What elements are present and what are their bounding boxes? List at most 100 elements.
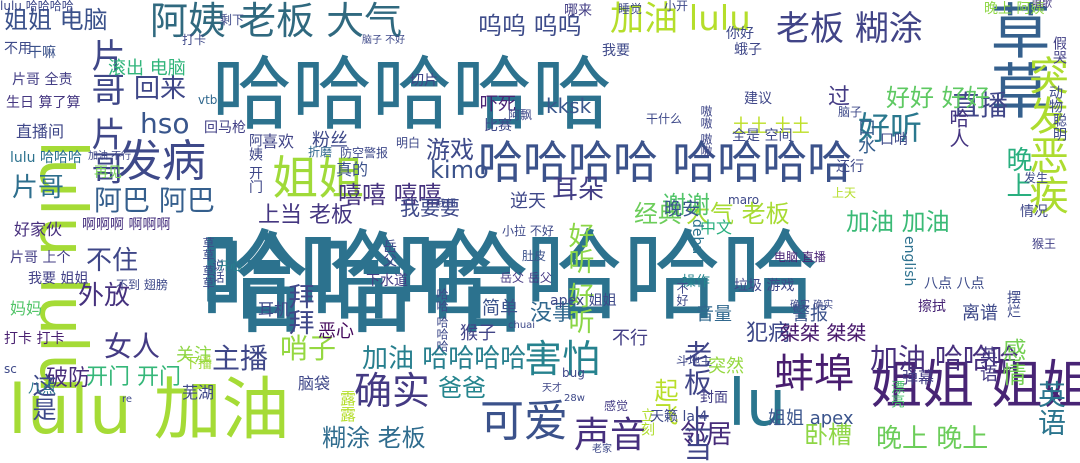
cloud-word: 呜呜 呜呜 (478, 12, 582, 40)
cloud-word: 还行 (836, 159, 864, 175)
cloud-word: 唱歌 (1032, 0, 1052, 10)
cloud-word: lulu 哈哈哈 (10, 150, 82, 166)
cloud-word: 加油 lulu (610, 0, 751, 39)
cloud-word: 离谱 (962, 303, 998, 324)
cloud-word: 天才 (542, 383, 562, 394)
cloud-word: 大气 老板 (686, 200, 790, 228)
cloud-word: re (122, 394, 133, 405)
cloud-word: 开门 开门 (86, 365, 181, 390)
cloud-word: 不好 (675, 282, 689, 306)
cloud-word: 过 (828, 85, 851, 110)
cloud-word: 不行 (612, 328, 648, 349)
cloud-word: 脑子 (838, 105, 863, 119)
cloud-word: 加油 哈哈哈 (870, 342, 1019, 375)
cloud-word: 电脑 直播 (774, 250, 826, 264)
cloud-word: 谢谢 (662, 191, 710, 219)
cloud-word: 晚上 阿姨 (984, 1, 1045, 17)
cloud-word: 岳父 岳父 (500, 271, 552, 285)
cloud-word: 爸爸 (438, 374, 486, 402)
cloud-word: 建议 (744, 91, 772, 107)
cloud-word: 啊啊啊 啊啊啊 (82, 217, 171, 233)
cloud-word: 晚上 (1002, 146, 1032, 198)
cloud-word: 加油 哈哈哈哈 (362, 344, 527, 374)
cloud-word: maro (728, 193, 760, 207)
cloud-word: 假哭 (1051, 36, 1067, 64)
cloud-word: 片哥 全责 (12, 72, 73, 88)
cloud-word: 不住 (86, 246, 139, 276)
cloud-word: 哈哈哈 哈哈哈 (200, 220, 820, 334)
cloud-word: 逆天 (510, 191, 546, 212)
cloud-word: 姐姐 apex (768, 408, 854, 429)
cloud-word: 你好 (726, 26, 754, 42)
cloud-word: 阿飘 (508, 108, 533, 122)
cloud-word: apex 姐姐 (550, 293, 617, 309)
cloud-word: hso (140, 107, 190, 140)
cloud-word: 干什么 (646, 112, 683, 126)
cloud-word: 哈哈哈 (200, 221, 530, 349)
cloud-word: 岳父 (381, 239, 397, 267)
cloud-word: 情况 (1020, 204, 1048, 220)
cloud-word: 邻居 (680, 420, 733, 450)
cloud-word: 姐姐 姐姐 (870, 356, 1080, 416)
cloud-word: 外放 (78, 281, 131, 311)
cloud-word: 小拉 不好 (502, 224, 554, 238)
cloud-word: 姐姐 电脑 (4, 6, 108, 34)
cloud-word: 再见 (94, 165, 122, 181)
cloud-word: 粉丝 (312, 130, 348, 151)
cloud-word: 全是 空间 (732, 128, 793, 144)
cloud-word: lulu lulu (25, 140, 99, 394)
cloud-word: 直播间 (16, 122, 65, 141)
cloud-word: 突然 (708, 356, 744, 377)
cloud-word: 老板 糊涂 (776, 9, 923, 49)
cloud-word: 起飞 (650, 378, 678, 426)
cloud-word: 卧槽 (804, 421, 852, 449)
cloud-word: 防空警报 (340, 146, 389, 160)
cloud-word: 糊涂 老板 (322, 424, 426, 452)
cloud-word: kksk (546, 94, 592, 118)
cloud-word: 比赛 (484, 118, 512, 134)
cloud-word: 开心 (218, 259, 243, 273)
cloud-word: 弹幕 (902, 368, 935, 387)
cloud-word: 小开 (664, 0, 689, 13)
cloud-word: 不到 翅膀 (116, 278, 168, 292)
cloud-word: 28w (564, 393, 585, 404)
cloud-word: bug (562, 366, 585, 380)
cloud-word: 晚安 (664, 199, 700, 220)
cloud-word: 滚出 电脑 (108, 58, 186, 79)
cloud-word: 下播 (184, 356, 212, 372)
cloud-word: 真的 (336, 160, 369, 179)
cloud-word: lu (728, 367, 787, 441)
cloud-word: 拜拜 (284, 283, 314, 335)
cloud-word: 哈哈 哈哈哈 (435, 288, 449, 352)
cloud-word: lulu 哈哈哈哈 (0, 0, 74, 13)
cloud-word: lulu 加油 (8, 371, 290, 450)
cloud-word: 操作 (682, 274, 710, 290)
cloud-word: 突发恶疾 (1022, 55, 1068, 215)
cloud-word: 动物 (1047, 85, 1063, 113)
cloud-word: 简单 (482, 298, 518, 319)
cloud-word: 中文 (700, 218, 733, 237)
cloud-word: 我要要 (400, 196, 460, 220)
cloud-word: 上当 老板 (258, 203, 353, 228)
cloud-word: 八点 八点 (924, 276, 985, 292)
cloud-word: 不用 (4, 41, 32, 57)
cloud-word: vtb (198, 93, 218, 107)
cloud-word: 我超 (436, 199, 456, 210)
cloud-word: 封面 (700, 390, 728, 406)
cloud-word: 草草 草草 (201, 237, 215, 289)
cloud-word: 好好 好好 (886, 84, 990, 112)
cloud-word: 聪明 (1051, 113, 1067, 141)
cloud-word: 女人 (104, 330, 161, 363)
cloud-word: 猴子 (460, 323, 496, 344)
cloud-word: chuai (508, 320, 536, 331)
cloud-word: 斗地主 (676, 354, 713, 368)
cloud-word: 英语 (1034, 380, 1067, 436)
cloud-word: 发病 (118, 136, 206, 187)
cloud-word: 这是 (28, 373, 56, 421)
cloud-word: 上天 (832, 186, 857, 200)
cloud-word: sc (4, 362, 17, 376)
cloud-word: 擦拭 (918, 299, 946, 315)
cloud-word: 阿姨 老板 大气 (150, 0, 403, 43)
cloud-word: 耳机 (258, 300, 291, 319)
